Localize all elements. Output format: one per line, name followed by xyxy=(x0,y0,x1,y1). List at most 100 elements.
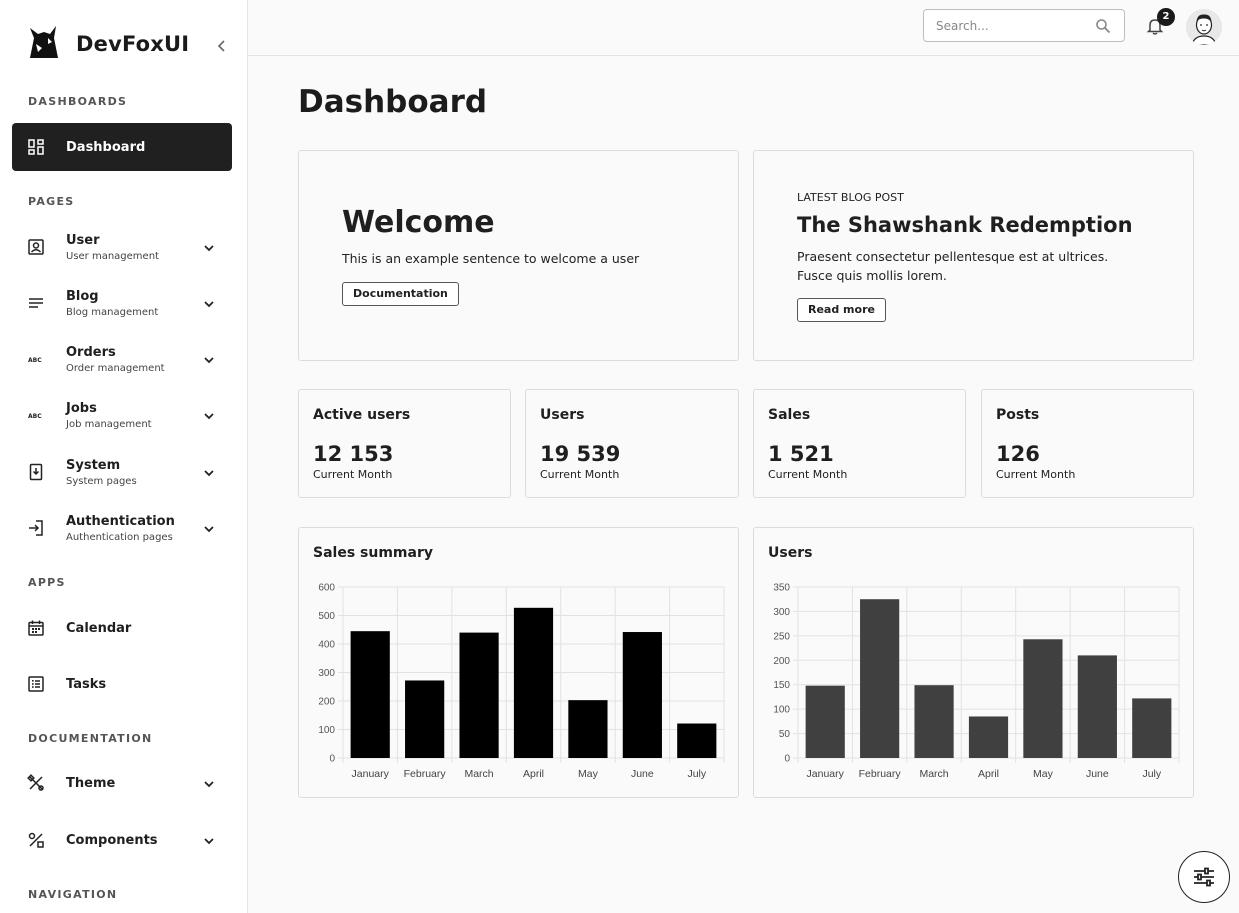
stat-card-active-users: Active users 12 153 Current Month xyxy=(298,389,511,498)
x-tick-label: July xyxy=(687,768,706,780)
topbar: 2 xyxy=(248,0,1239,56)
sidebar-item-orders[interactable]: ABC Orders Order management xyxy=(12,335,232,383)
tasks-icon xyxy=(12,675,60,693)
documentation-button[interactable]: Documentation xyxy=(342,282,459,306)
y-tick-label: 400 xyxy=(318,640,335,651)
sidebar: DevFoxUI DASHBOARDS Dashboard PAGES User… xyxy=(0,0,248,913)
sidebar-item-sublabel: Job management xyxy=(66,418,152,430)
calendar-icon xyxy=(12,619,60,637)
section-pages: PAGES xyxy=(28,195,75,208)
sidebar-item-label: Calendar xyxy=(66,620,132,636)
collapse-sidebar-button[interactable] xyxy=(214,38,230,54)
chevron-down-icon xyxy=(202,776,216,790)
stat-label: Active users xyxy=(313,407,411,423)
sales-summary-card: Sales summary 0 100 200 300 400 500 600 January… xyxy=(298,527,739,798)
x-tick-label: March xyxy=(464,768,493,780)
stat-label: Sales xyxy=(768,407,811,423)
x-tick-label: January xyxy=(352,768,390,780)
sidebar-item-dashboard[interactable]: Dashboard xyxy=(12,123,232,171)
y-tick-label: 200 xyxy=(318,697,335,708)
x-tick-label: July xyxy=(1142,768,1161,780)
stat-value: 126 xyxy=(996,442,1040,466)
y-tick-label: 200 xyxy=(773,656,790,667)
sidebar-item-user[interactable]: User User management xyxy=(12,223,232,271)
sidebar-item-tasks[interactable]: Tasks xyxy=(12,660,232,708)
sidebar-item-blog[interactable]: Blog Blog management xyxy=(12,279,232,327)
abc-icon: ABC xyxy=(12,350,60,368)
sidebar-item-components[interactable]: Components xyxy=(12,816,232,864)
sidebar-item-theme[interactable]: Theme xyxy=(12,759,232,807)
blog-icon xyxy=(12,294,60,312)
brand[interactable]: DevFoxUI xyxy=(26,26,189,62)
stat-label: Posts xyxy=(996,407,1040,423)
chevron-down-icon xyxy=(202,352,216,366)
bar xyxy=(1023,639,1063,758)
search-icon[interactable] xyxy=(1095,18,1111,34)
blog-title: The Shawshank Redemption xyxy=(797,213,1133,237)
sales-summary-chart: 0 100 200 300 400 500 600 January February March A… xyxy=(318,583,725,780)
chevron-down-icon xyxy=(202,408,216,422)
sidebar-item-label: User xyxy=(66,232,100,248)
svg-text:ABC: ABC xyxy=(28,413,42,420)
sidebar-item-label: Tasks xyxy=(66,676,107,692)
sidebar-item-label: Jobs xyxy=(66,400,97,416)
chevron-left-icon xyxy=(217,40,225,52)
y-tick-label: 50 xyxy=(779,729,791,740)
y-tick-label: 500 xyxy=(318,611,335,622)
chevron-down-icon xyxy=(202,465,216,479)
sidebar-item-label: Blog xyxy=(66,288,99,304)
x-tick-label: March xyxy=(919,768,948,780)
x-tick-label: April xyxy=(978,768,999,780)
x-tick-label: April xyxy=(523,768,544,780)
users-chart-card: Users 0 50 100 150 200 250 300 350 January Februa… xyxy=(753,527,1194,798)
bar xyxy=(513,607,554,758)
x-tick-label: May xyxy=(578,768,599,780)
x-tick-label: May xyxy=(1033,768,1054,780)
welcome-text: This is an example sentence to welcome a… xyxy=(342,251,640,266)
bar xyxy=(568,700,608,758)
read-more-button[interactable]: Read more xyxy=(797,298,886,322)
sidebar-item-sublabel: User management xyxy=(66,250,159,262)
x-tick-label: February xyxy=(859,768,902,780)
sidebar-item-label: Components xyxy=(66,832,158,848)
page-title: Dashboard xyxy=(298,84,488,120)
avatar[interactable] xyxy=(1186,9,1222,45)
y-tick-label: 600 xyxy=(318,583,335,594)
sidebar-item-sublabel: Blog management xyxy=(66,306,159,318)
search-input[interactable] xyxy=(924,10,1084,41)
fox-logo-icon xyxy=(26,24,62,64)
sidebar-item-sublabel: Authentication pages xyxy=(66,531,173,543)
welcome-card: Welcome This is an example sentence to w… xyxy=(298,150,739,361)
y-tick-label: 100 xyxy=(318,725,335,736)
section-documentation: DOCUMENTATION xyxy=(28,732,153,745)
sidebar-item-system[interactable]: System System pages xyxy=(12,448,232,496)
stat-period: Current Month xyxy=(313,468,393,481)
stat-period: Current Month xyxy=(996,468,1076,481)
sidebar-item-jobs[interactable]: ABC Jobs Job management xyxy=(12,391,232,439)
login-icon xyxy=(12,519,60,537)
stat-card-users: Users 19 539 Current Month xyxy=(525,389,739,498)
bar xyxy=(1132,698,1172,758)
stat-label: Users xyxy=(540,407,585,423)
settings-fab-button[interactable] xyxy=(1178,851,1230,903)
sliders-icon xyxy=(1194,867,1214,887)
welcome-title: Welcome xyxy=(342,205,495,240)
components-icon xyxy=(12,831,60,849)
sidebar-item-calendar[interactable]: Calendar xyxy=(12,604,232,652)
sidebar-item-label: Orders xyxy=(66,344,116,360)
blog-card: LATEST BLOG POST The Shawshank Redemptio… xyxy=(753,150,1194,361)
bar xyxy=(405,680,445,758)
bar xyxy=(459,632,499,758)
bar xyxy=(1077,655,1117,758)
sidebar-item-sublabel: Order management xyxy=(66,362,165,374)
notifications-bell-icon[interactable] xyxy=(1145,16,1165,36)
chevron-down-icon xyxy=(202,240,216,254)
y-tick-label: 250 xyxy=(773,631,790,642)
sidebar-item-authentication[interactable]: Authentication Authentication pages xyxy=(12,504,232,552)
chevron-down-icon xyxy=(202,296,216,310)
y-tick-label: 100 xyxy=(773,705,790,716)
section-apps: APPS xyxy=(28,576,66,589)
y-tick-label: 0 xyxy=(329,754,335,765)
brand-name: DevFoxUI xyxy=(76,32,190,56)
dashboard-icon xyxy=(12,138,60,156)
